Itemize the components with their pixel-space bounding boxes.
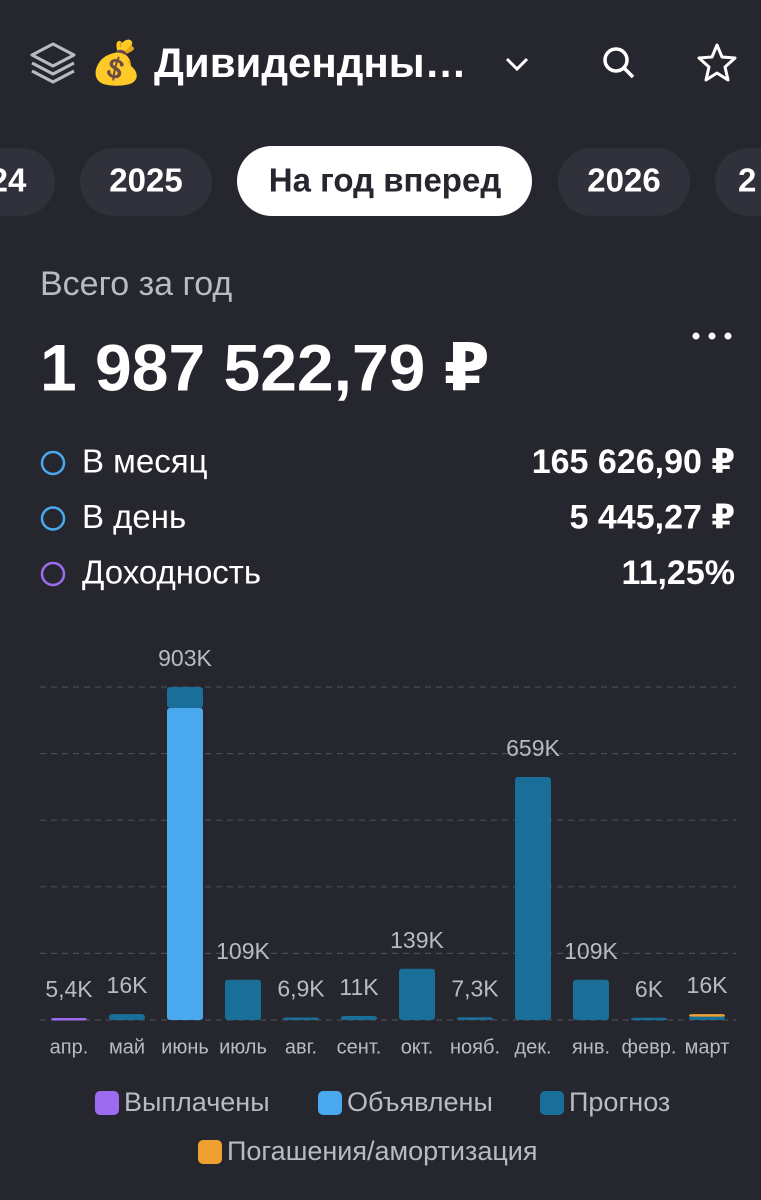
tab-label[interactable]: 2025 [109,162,182,199]
row-marker [40,561,66,587]
x-tick-label: окт. [401,1036,434,1058]
bar-value-label: 109K [216,938,270,964]
tab-label[interactable]: 24 [0,162,27,199]
bar-segment [51,1018,87,1021]
legend-swatch [198,1140,222,1164]
bar-segment [573,979,609,1020]
bar-value-label: 7,3K [451,975,499,1001]
bar-value-label: 6,9K [277,976,325,1002]
favorite-icon[interactable] [697,43,737,82]
search-icon[interactable] [603,47,635,79]
bar-segment [515,776,551,1020]
tab-label[interactable]: 2 [738,162,756,199]
summary-rows: В месяц 165 626,90 ₽ В день 5 445,27 ₽ Доход… [40,443,735,592]
row-label: В день [82,498,186,535]
bar-segment [109,1014,145,1020]
tab-label[interactable]: На год вперед [269,162,502,199]
x-tick-label: сент. [337,1036,382,1058]
bar-segment [689,1014,725,1017]
bar-segment [225,979,261,1020]
more-menu[interactable] [692,332,732,340]
row-value: 5 445,27 ₽ [570,498,735,536]
summary-total: 1 987 522,79 ₽ [40,330,490,404]
x-tick-label: февр. [622,1036,677,1058]
bar-segment [167,687,203,709]
x-tick-label: май [109,1036,145,1058]
row-label: В месяц [82,443,208,480]
layers-icon[interactable] [30,42,76,84]
x-tick-label: дек. [514,1036,551,1058]
bar-value-label: 5,4K [45,976,93,1002]
x-tick-label: авг. [285,1036,317,1058]
x-tick-label: нояб. [450,1036,500,1058]
legend-label: Прогноз [569,1087,670,1117]
bar-segment [457,1017,493,1020]
x-tick-label: янв. [572,1036,610,1058]
bar-value-label: 16K [687,972,729,998]
legend-swatch [540,1091,564,1115]
bar-segment [167,708,203,1020]
row-value: 11,25% [622,554,735,592]
row-marker [40,450,66,476]
bar-segment [399,968,435,1020]
page-title[interactable]: 💰 Дивидендны… [90,38,467,88]
bar-value-label: 6K [635,976,664,1002]
chart: 5,4K апр. 16K май 903K июнь 109K июль 6,9K авг. 11… [40,645,736,1166]
bar-value-label: 139K [390,927,444,953]
tab-active[interactable] [237,146,532,216]
bar-value-label: 11K [339,974,379,1000]
x-tick-label: апр. [50,1036,89,1058]
legend-swatch [95,1091,119,1115]
legend-label: Объявлены [347,1087,493,1117]
legend-label: Погашения/амортизация [227,1136,538,1166]
legend-swatch [318,1091,342,1115]
summary-label: Всего за год [40,265,232,303]
bar-value-label: 109K [564,938,618,964]
x-tick-label: июль [219,1036,267,1058]
dropdown-chevron[interactable] [505,57,529,72]
bar-value-label: 659K [506,735,560,761]
tab[interactable] [80,148,212,216]
row-marker [40,506,66,531]
row-label: Доходность [82,554,261,591]
bar-segment [283,1017,319,1020]
x-tick-label: июнь [161,1036,209,1058]
row-value: 165 626,90 ₽ [532,443,735,481]
tab[interactable] [0,148,55,216]
tab[interactable] [715,148,761,216]
bar-value-label: 903K [158,645,212,671]
tab-label[interactable]: 2026 [587,162,660,199]
bar-segment [631,1017,667,1021]
bar-segment [341,1015,377,1020]
legend-label: Выплачены [124,1087,270,1117]
x-tick-label: март [685,1036,730,1058]
tab[interactable] [558,148,690,216]
bar-value-label: 16K [107,972,149,998]
